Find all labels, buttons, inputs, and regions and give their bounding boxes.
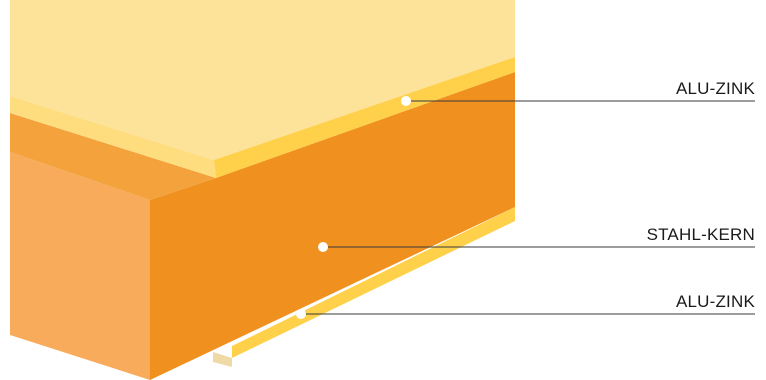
label-bottom-coating: ALU-ZINK xyxy=(676,292,756,311)
steel-core-front xyxy=(150,72,515,380)
marker-dot-top-coating xyxy=(401,96,411,106)
bottom-coating-front-edge xyxy=(232,207,515,358)
top-coating-front-edge xyxy=(214,57,515,178)
steel-top-edge xyxy=(10,113,216,200)
marker-dot-bottom-coating xyxy=(296,309,306,319)
steel-side-face xyxy=(10,152,150,380)
label-steel-core: STAHL-KERN xyxy=(647,225,755,244)
label-top-coating: ALU-ZINK xyxy=(676,79,756,98)
bottom-coating-underside xyxy=(213,352,232,367)
marker-dot-steel-core xyxy=(318,242,328,252)
top-coating-left-edge xyxy=(10,96,216,178)
top-coating-face xyxy=(10,0,515,160)
